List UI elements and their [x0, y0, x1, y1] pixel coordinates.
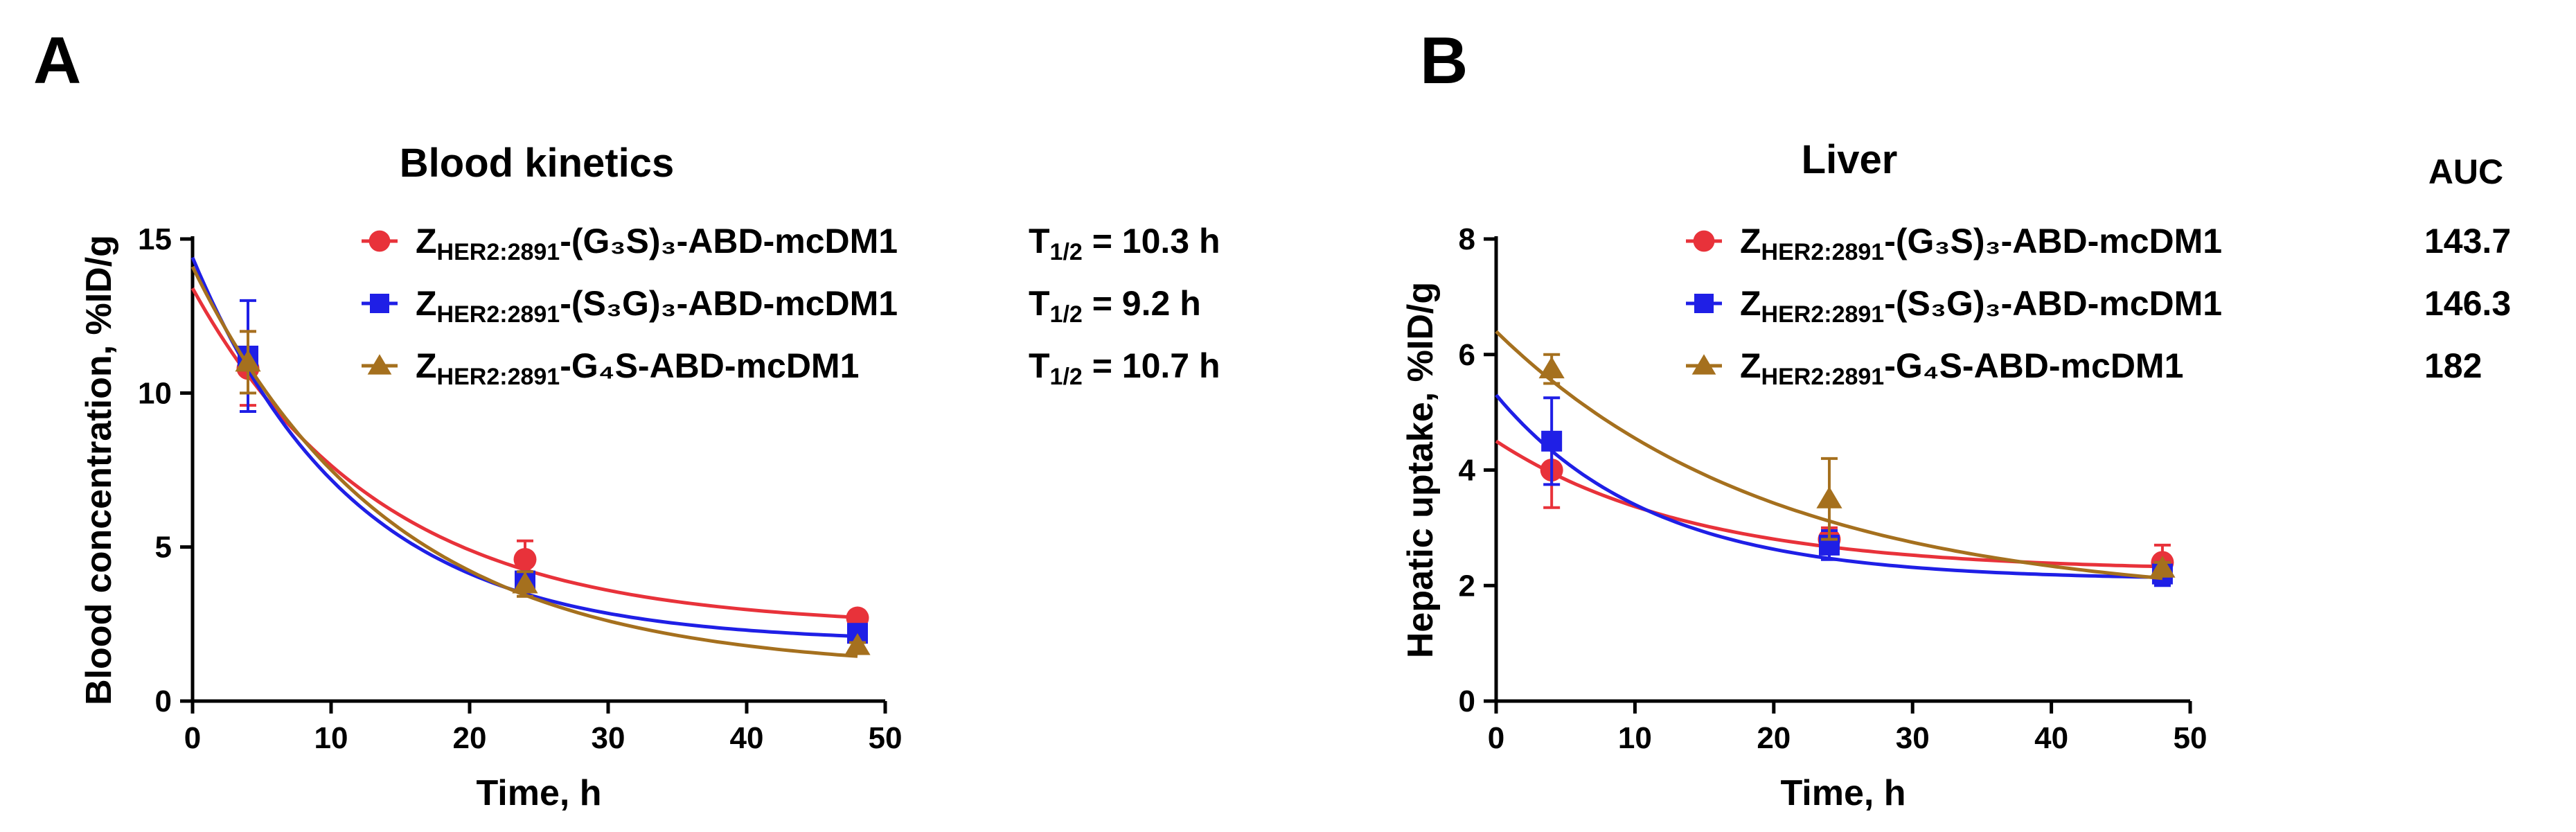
data-point-series-3	[844, 632, 871, 655]
data-point-series-3	[2149, 556, 2176, 578]
y-tick-label: 0	[155, 684, 172, 718]
legend-label-main: Z	[1740, 222, 1761, 260]
y-tick-label: 5	[155, 531, 172, 565]
legend-label-series-1: ZHER2:2891-(G₃S)₃-ABD-mcDM1	[1740, 222, 2222, 265]
data-point-series-2	[1541, 430, 1563, 452]
y-axis-label: Hepatic uptake, %ID/g	[1401, 282, 1441, 658]
chart-title: Blood kinetics	[400, 141, 674, 186]
x-tick-label: 20	[1757, 721, 1791, 755]
legend-marker	[1693, 230, 1715, 252]
legend-label-rest: -G₄S-ABD-mcDM1	[560, 346, 859, 385]
legend-marker	[1691, 354, 1716, 375]
stat-value: 182	[2424, 346, 2482, 385]
legend-label-series-2: ZHER2:2891-(S₃G)₃-ABD-mcDM1	[416, 284, 898, 328]
stat-value: T1/2 = 9.2 h	[1029, 284, 1201, 328]
legend-marker	[1694, 294, 1714, 313]
data-point-series-1	[513, 547, 537, 571]
x-tick-label: 50	[869, 721, 903, 755]
x-axis-label: Time, h	[1780, 773, 1906, 813]
stat-label-subscript: 1/2	[1050, 301, 1083, 328]
y-tick-label: 15	[138, 222, 172, 256]
legend-label-rest: -(S₃G)₃-ABD-mcDM1	[560, 284, 898, 323]
y-tick-label: 8	[1459, 222, 1475, 256]
stat-label-subscript: 1/2	[1050, 239, 1083, 265]
legend-marker	[367, 354, 392, 375]
stat-label-main: T	[1029, 284, 1050, 323]
legend-label-main: Z	[1740, 346, 1761, 385]
legend-marker	[368, 230, 391, 252]
data-point-series-3	[235, 349, 261, 372]
x-tick-label: 0	[1488, 721, 1504, 755]
x-tick-label: 20	[453, 721, 487, 755]
legend-label-subscript: HER2:2891	[437, 364, 560, 390]
y-tick-label: 6	[1459, 338, 1475, 372]
legend-label-rest: -G₄S-ABD-mcDM1	[1884, 346, 2183, 385]
legend-label-main: Z	[416, 284, 437, 323]
stat-value: T1/2 = 10.7 h	[1029, 346, 1220, 390]
y-axis-label: Blood concentration, %ID/g	[79, 235, 119, 705]
panel-a: A Blood kinetics 0 10 20 30 40 50 0 5 10 15 Time, h B…	[33, 24, 1220, 813]
stat-label-main: T	[1029, 346, 1050, 385]
legend-label-main: Z	[1740, 284, 1761, 323]
x-tick-label: 40	[730, 721, 764, 755]
legend-label-rest: -(G₃S)₃-ABD-mcDM1	[560, 222, 898, 260]
legend-label-series-2: ZHER2:2891-(S₃G)₃-ABD-mcDM1	[1740, 284, 2222, 328]
stat-label-subscript: 1/2	[1050, 364, 1083, 390]
stat-value-text: = 9.2 h	[1083, 284, 1201, 323]
legend-label-main: Z	[416, 222, 437, 260]
x-axis-label: Time, h	[476, 773, 601, 813]
x-tick-label: 10	[314, 721, 348, 755]
y-tick-label: 10	[138, 376, 172, 410]
stat-value: 143.7	[2424, 222, 2511, 260]
legend-label-series-3: ZHER2:2891-G₄S-ABD-mcDM1	[1740, 346, 2183, 390]
y-tick-label: 2	[1459, 569, 1475, 603]
x-tick-label: 30	[592, 721, 625, 755]
legend-marker	[370, 294, 389, 313]
legend-label-rest: -(S₃G)₃-ABD-mcDM1	[1884, 284, 2222, 323]
panel-letter: A	[33, 24, 81, 98]
x-tick-label: 10	[1618, 721, 1652, 755]
legend-label-subscript: HER2:2891	[437, 239, 560, 265]
x-tick-label: 40	[2034, 721, 2068, 755]
legend-label-subscript: HER2:2891	[1761, 301, 1885, 328]
panel-b: B Liver 0 10 20 30 40 50 0 2 4 6 8 Time, h Hepatic upt…	[1401, 24, 2511, 813]
data-point-series-3	[1538, 356, 1565, 379]
legend-label-main: Z	[416, 346, 437, 385]
y-tick-label: 4	[1459, 454, 1476, 488]
stat-value: 146.3	[2424, 284, 2511, 323]
chart-title: Liver	[1802, 137, 1898, 182]
legend-label-subscript: HER2:2891	[1761, 364, 1885, 390]
x-tick-label: 0	[184, 721, 201, 755]
data-point-series-3	[512, 572, 538, 594]
stat-value-text: = 10.3 h	[1083, 222, 1220, 260]
x-tick-label: 50	[2174, 721, 2208, 755]
y-tick-label: 0	[1459, 684, 1475, 718]
stat-value: T1/2 = 10.3 h	[1029, 222, 1220, 265]
legend-label-subscript: HER2:2891	[1761, 239, 1885, 265]
panel-letter: B	[1420, 24, 1468, 98]
x-tick-label: 30	[1896, 721, 1930, 755]
data-point-series-3	[1816, 486, 1842, 508]
legend-label-subscript: HER2:2891	[437, 301, 560, 328]
stat-label-main: T	[1029, 222, 1050, 260]
legend-label-rest: -(G₃S)₃-ABD-mcDM1	[1884, 222, 2222, 260]
stat-value-text: = 10.7 h	[1083, 346, 1220, 385]
legend-label-series-3: ZHER2:2891-G₄S-ABD-mcDM1	[416, 346, 859, 390]
legend-label-series-1: ZHER2:2891-(G₃S)₃-ABD-mcDM1	[416, 222, 898, 265]
stats-header: AUC	[2428, 152, 2503, 191]
